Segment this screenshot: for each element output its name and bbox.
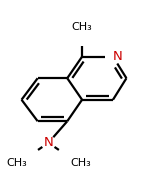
- Text: CH₃: CH₃: [70, 158, 91, 168]
- Text: CH₃: CH₃: [6, 158, 27, 168]
- Text: N: N: [44, 136, 53, 149]
- Text: N: N: [113, 50, 123, 63]
- Text: CH₃: CH₃: [72, 23, 92, 33]
